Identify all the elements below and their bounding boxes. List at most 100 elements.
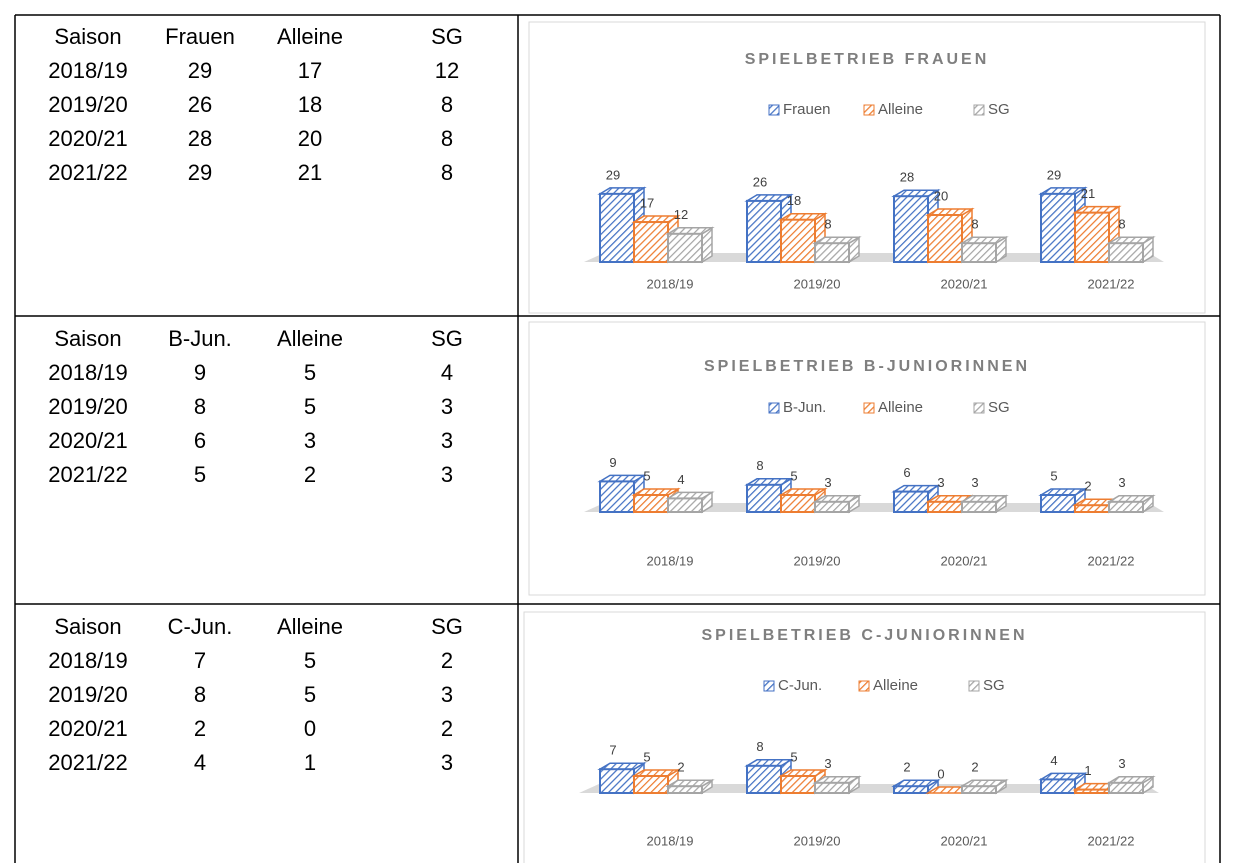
data-label: 5 [1050,468,1057,483]
bar-front [599,768,635,795]
table-cell: 8 [441,92,453,117]
table-cell: 2 [441,716,453,741]
table-cell: 3 [441,462,453,487]
legend-swatch [968,680,980,692]
bar-front [780,775,816,794]
table-cell: 3 [441,394,453,419]
bar-front [780,218,816,263]
data-label: 3 [937,475,944,490]
table-cell: 2021/22 [48,462,128,487]
bar [891,778,941,795]
legend-label: Alleine [878,399,923,416]
bar-front [893,195,929,263]
bar-front [746,199,782,263]
table-cell: 8 [441,160,453,185]
table-cell: 2019/20 [48,682,128,707]
table-cell: 18 [298,92,322,117]
category-label: 2018/19 [647,833,694,848]
bar-front [961,500,997,513]
bar [1106,775,1156,795]
data-label: 8 [756,739,763,754]
table-cell: 6 [194,428,206,453]
table-header: Alleine [277,614,343,639]
table-cell: 2 [194,716,206,741]
table-cell: 29 [188,58,212,83]
bar-front [1108,242,1144,263]
data-label: 2 [1084,479,1091,494]
bar [812,494,862,514]
bar-front [814,781,850,794]
legend-label: C-Jun. [778,677,822,694]
bar-front [814,242,850,263]
category-label: 2019/20 [794,276,841,291]
bar-front [893,785,929,795]
legend-label: SG [988,399,1010,416]
legend-swatch [863,104,875,116]
bar [1106,494,1156,514]
data-label: 3 [1118,756,1125,771]
legend-swatch [768,104,780,116]
table-cell: 0 [304,716,316,741]
data-label: 9 [609,455,616,470]
data-label: 5 [790,749,797,764]
data-label: 0 [937,766,944,781]
table-header: SG [431,614,463,639]
data-label: 26 [753,174,767,189]
bar-front [633,494,669,513]
table-cell: 5 [304,394,316,419]
data-label: 8 [971,217,978,232]
chart-frame [528,21,1206,314]
data-label: 3 [971,475,978,490]
data-label: 3 [824,475,831,490]
data-label: 3 [824,756,831,771]
table-cell: 2019/20 [48,92,128,117]
bar-front [746,483,782,513]
bar-front [1040,494,1076,513]
table-cell: 8 [194,682,206,707]
bar-front [961,785,997,795]
data-label: 21 [1081,186,1095,201]
table-cell: 2 [304,462,316,487]
legend-label: SG [988,101,1010,118]
table-cell: 20 [298,126,322,151]
table-cell: 5 [194,462,206,487]
table-header: Alleine [277,24,343,49]
table-header: Alleine [277,326,343,351]
table-cell: 2018/19 [48,58,128,83]
category-label: 2019/20 [794,553,841,568]
bar-front [746,764,782,794]
legend-swatch [973,104,985,116]
table-cell: 3 [304,428,316,453]
bar-front [893,490,929,514]
bar [1038,772,1088,795]
table-cell: 5 [304,648,316,673]
data-label: 5 [643,468,650,483]
data-label: 5 [790,468,797,483]
table-cell: 26 [188,92,212,117]
table-cell: 8 [441,126,453,151]
bar-front [633,775,669,794]
category-label: 2021/22 [1088,553,1135,568]
table-cell: 21 [298,160,322,185]
bar [812,235,862,264]
bar-front [1074,211,1110,263]
table-cell: 2018/19 [48,360,128,385]
category-label: 2020/21 [941,553,988,568]
data-label: 8 [756,458,763,473]
chart-title: SPIELBETRIEB C-JUNIORINNEN [701,627,1027,644]
category-label: 2019/20 [794,833,841,848]
data-label: 18 [787,193,801,208]
table-header: Saison [54,326,121,351]
data-label: 6 [903,465,910,480]
data-label: 20 [934,188,948,203]
bar-front [1108,781,1144,794]
category-label: 2020/21 [941,276,988,291]
floor [584,253,1164,262]
table-cell: 29 [188,160,212,185]
chart-title: SPIELBETRIEB B-JUNIORINNEN [704,358,1030,375]
table-cell: 3 [441,428,453,453]
bar-front [961,242,997,263]
table-header: Saison [54,24,121,49]
table-cell: 4 [441,360,453,385]
bar [1106,235,1156,264]
